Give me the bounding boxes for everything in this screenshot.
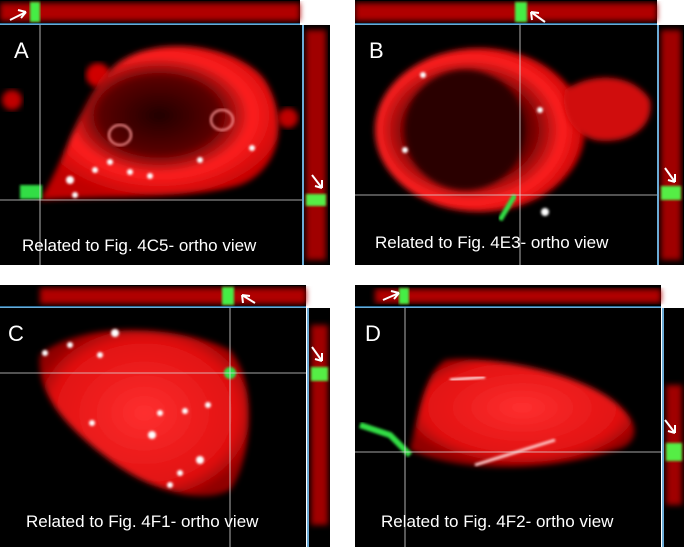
panel-c-caption: Related to Fig. 4F1- ortho view [26,512,259,531]
panel-d: D Related to Fig. 4F2- ortho view [355,285,684,547]
panel-b: B Related to Fig. 4E3- ortho view [355,0,684,265]
panel-c-image [0,285,330,547]
panel-b-label: B [369,38,384,63]
panel-d-caption: Related to Fig. 4F2- ortho view [381,512,614,531]
panel-b-caption: Related to Fig. 4E3- ortho view [375,233,609,252]
panel-a-image [0,0,330,265]
panel-a-caption: Related to Fig. 4C5- ortho view [22,236,257,255]
panel-c-label: C [8,321,24,346]
panel-a: A Related to Fig. 4C5- ortho view [0,0,330,265]
panel-a-label: A [14,38,29,63]
panel-c: C Related to Fig. 4F1- ortho view [0,285,330,547]
panel-d-label: D [365,321,381,346]
panel-d-image [355,285,684,547]
panel-b-image [355,0,684,265]
